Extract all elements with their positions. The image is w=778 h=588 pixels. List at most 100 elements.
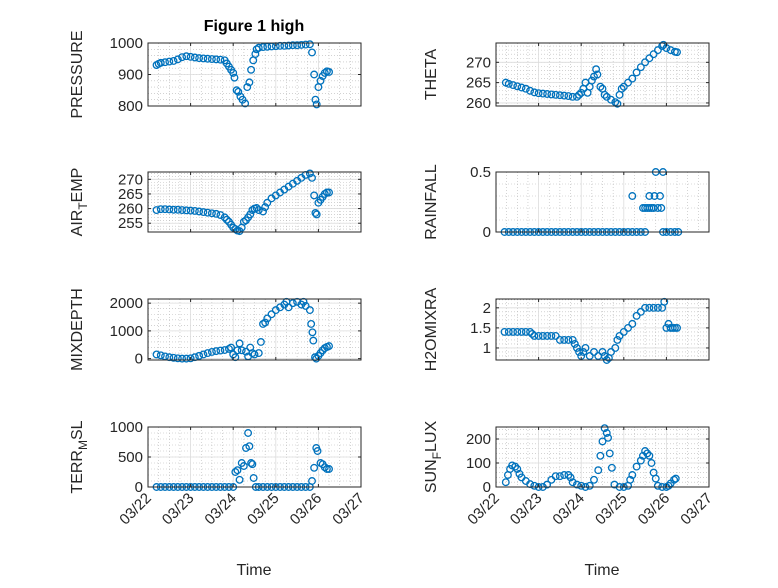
data-point bbox=[657, 204, 666, 212]
data-point bbox=[590, 475, 598, 484]
data-point bbox=[301, 301, 310, 310]
y-axis-label: PRESSURE bbox=[69, 30, 86, 118]
y-tick-label: 0 bbox=[135, 351, 143, 368]
data-point bbox=[585, 481, 594, 490]
data-point bbox=[636, 456, 645, 465]
data-point bbox=[570, 339, 579, 348]
data-point bbox=[604, 433, 612, 442]
data-point bbox=[229, 68, 238, 77]
data-point bbox=[592, 65, 601, 74]
y-axis-label-subscript: T bbox=[76, 202, 90, 210]
data-point bbox=[511, 462, 520, 471]
y-axis-label: AIRTEMP bbox=[69, 168, 90, 237]
data-point bbox=[617, 84, 626, 93]
data-point bbox=[649, 50, 658, 59]
data-point bbox=[645, 451, 654, 460]
y-tick-label: 255 bbox=[118, 215, 143, 232]
data-point bbox=[299, 297, 308, 306]
chart-title: Figure 1 high bbox=[204, 18, 304, 35]
data-point bbox=[572, 344, 581, 352]
data-point bbox=[619, 82, 628, 91]
data-point bbox=[325, 465, 333, 473]
data-point bbox=[325, 188, 333, 197]
data-point bbox=[551, 90, 560, 99]
axes-box bbox=[147, 298, 362, 361]
data-point bbox=[312, 100, 321, 109]
data-point bbox=[641, 303, 650, 312]
y-axis-label: SUNFLUX bbox=[423, 421, 444, 494]
data-point bbox=[178, 53, 187, 62]
data-point bbox=[568, 335, 577, 344]
x-tick-label: 03/26 bbox=[635, 490, 674, 529]
data-point bbox=[212, 347, 221, 356]
data-point bbox=[517, 83, 526, 92]
data-point bbox=[190, 206, 199, 215]
data-point bbox=[165, 57, 174, 66]
data-point bbox=[547, 331, 556, 340]
data-point bbox=[590, 348, 598, 356]
data-point bbox=[263, 198, 272, 207]
data-point bbox=[521, 84, 530, 93]
data-point bbox=[231, 468, 240, 476]
data-point bbox=[239, 462, 248, 470]
data-point bbox=[645, 303, 654, 312]
data-point bbox=[568, 478, 577, 487]
data-point bbox=[579, 348, 588, 356]
data-point bbox=[613, 335, 622, 344]
data-point bbox=[624, 323, 633, 332]
y-axis-label-part: AIR bbox=[69, 210, 86, 237]
data-point bbox=[247, 459, 256, 467]
data-point bbox=[203, 54, 212, 63]
data-point bbox=[169, 205, 178, 214]
data-point bbox=[316, 76, 325, 85]
y-tick-label: 0 bbox=[135, 479, 143, 496]
data-point bbox=[199, 350, 208, 359]
data-point bbox=[267, 310, 276, 319]
data-point bbox=[593, 70, 602, 79]
data-point bbox=[547, 90, 556, 99]
data-point bbox=[624, 78, 633, 87]
data-point bbox=[613, 99, 622, 108]
data-point bbox=[284, 41, 293, 50]
data-point bbox=[543, 331, 552, 340]
data-point bbox=[320, 68, 329, 77]
data-point bbox=[538, 89, 547, 98]
data-point bbox=[575, 348, 584, 356]
data-point bbox=[312, 210, 321, 219]
data-point bbox=[670, 475, 679, 484]
data-point bbox=[628, 74, 637, 83]
data-point bbox=[216, 211, 225, 219]
x-tick-label: 03/27 bbox=[677, 490, 716, 529]
data-point bbox=[178, 206, 187, 214]
data-point bbox=[530, 88, 539, 97]
data-point bbox=[245, 442, 254, 451]
subplot-h2omixra: 1 1.5 2 H2OMIXRA bbox=[423, 287, 710, 371]
data-point bbox=[664, 481, 673, 490]
data-point bbox=[555, 91, 564, 100]
y-tick-label: 265 bbox=[118, 186, 143, 203]
data-point bbox=[195, 351, 204, 360]
data-point bbox=[619, 327, 628, 336]
data-point bbox=[195, 207, 204, 216]
data-point bbox=[632, 68, 641, 77]
data-point bbox=[227, 343, 236, 352]
data-point bbox=[186, 52, 195, 61]
data-point bbox=[249, 474, 258, 482]
subplot-theta: 260 265 270 THETA bbox=[423, 40, 710, 112]
data-point bbox=[641, 447, 650, 455]
data-point bbox=[297, 40, 306, 49]
data-point bbox=[169, 353, 178, 362]
x-tick-label: 03/23 bbox=[507, 490, 546, 529]
data-point bbox=[653, 46, 662, 55]
data-point bbox=[656, 192, 664, 200]
data-point bbox=[186, 206, 195, 215]
subplot-pressure: 800 900 1000 PRESSURE bbox=[69, 30, 362, 119]
data-point bbox=[203, 208, 212, 217]
data-point bbox=[607, 95, 615, 104]
y-axis-label-part: TERR bbox=[69, 450, 86, 494]
data-point bbox=[165, 205, 174, 214]
data-point bbox=[500, 327, 509, 336]
data-point bbox=[649, 204, 658, 212]
